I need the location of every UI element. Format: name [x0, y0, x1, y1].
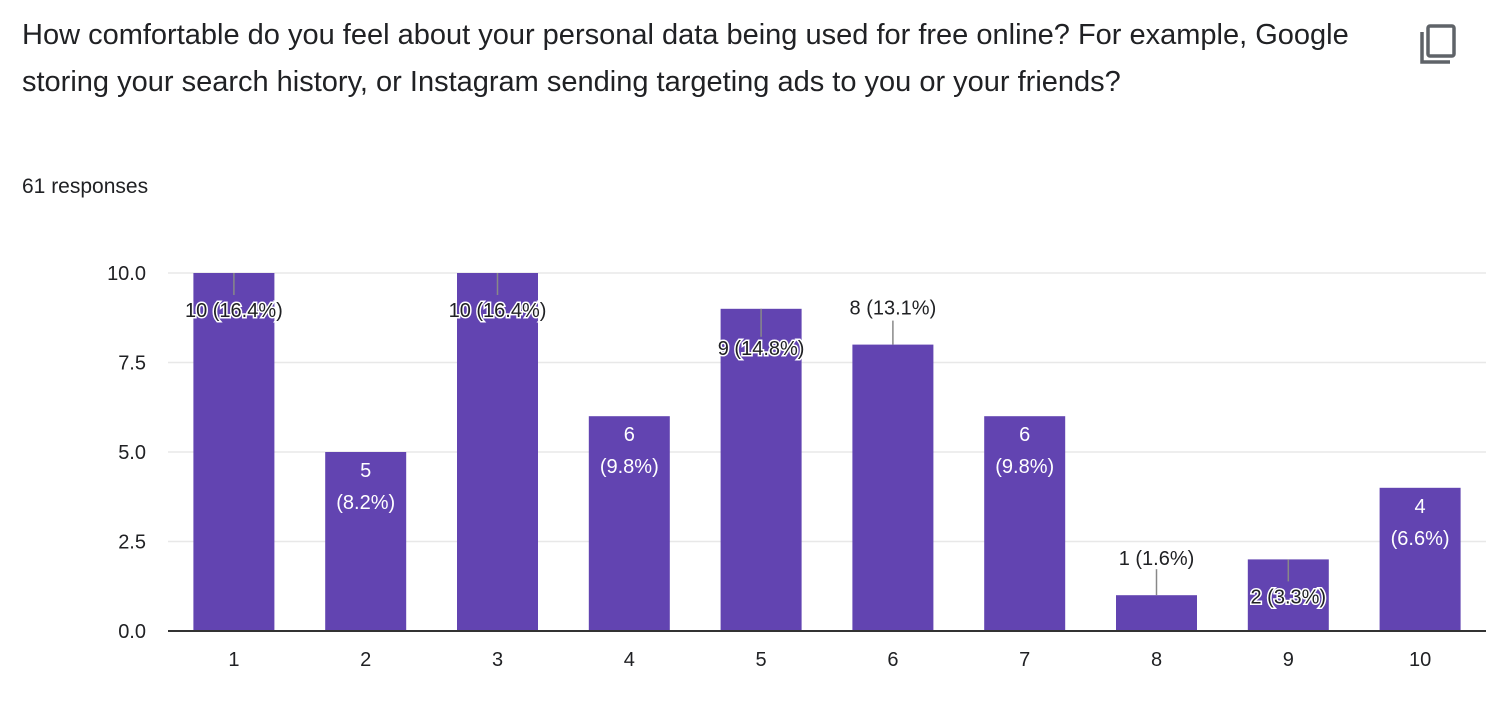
- x-tick-label: 4: [624, 649, 635, 671]
- data-label: 10 (16.4%): [185, 300, 283, 322]
- axes: 0.0 2.5 5.0 7.5 10.0 1 2 3 4 5 6 7 8 9 10: [107, 263, 1486, 671]
- data-label: 9 (14.8%): [718, 338, 805, 360]
- x-tick-label: 9: [1283, 649, 1294, 671]
- copy-chart-button[interactable]: [1410, 18, 1466, 74]
- bar[interactable]: [984, 416, 1066, 631]
- data-label: 2 (3.3%): [1251, 586, 1327, 608]
- data-label: 4 (6.6%): [1391, 496, 1450, 550]
- x-tick-label: 7: [1019, 649, 1030, 671]
- data-label: 6 (9.8%): [995, 424, 1054, 478]
- bar[interactable]: [325, 452, 407, 631]
- copy-icon: [1420, 24, 1456, 64]
- bar[interactable]: [852, 344, 934, 631]
- x-tick-label: 5: [756, 649, 767, 671]
- bar[interactable]: [1116, 595, 1197, 631]
- y-tick-label: 2.5: [118, 532, 146, 554]
- bar[interactable]: [588, 416, 670, 631]
- data-label: 8 (13.1%): [850, 298, 937, 320]
- x-tick-label: 10: [1409, 649, 1431, 671]
- bar[interactable]: [1379, 487, 1461, 631]
- data-label: 6 (9.8%): [600, 424, 659, 478]
- question-title: How comfortable do you feel about your p…: [22, 19, 1349, 98]
- y-tick-label: 0.0: [118, 621, 146, 643]
- y-tick-label: 10.0: [107, 263, 146, 285]
- y-tick-label: 7.5: [118, 353, 146, 375]
- x-tick-label: 6: [887, 649, 898, 671]
- data-label: 5 (8.2%): [336, 460, 395, 514]
- x-tick-label: 1: [228, 649, 239, 671]
- data-label: 1 (1.6%): [1119, 548, 1195, 570]
- bar[interactable]: [193, 273, 275, 631]
- bar[interactable]: [720, 308, 802, 631]
- bar[interactable]: [457, 273, 538, 631]
- y-tick-label: 5.0: [118, 442, 146, 464]
- bars: [193, 273, 1461, 631]
- x-tick-label: 3: [492, 649, 503, 671]
- data-label: 10 (16.4%): [449, 300, 547, 322]
- x-tick-label: 2: [360, 649, 371, 671]
- data-labels: 10 (16.4%) 5 (8.2%) 10 (16.4%) 6 (9.8%) 9 (14.…: [183, 273, 1450, 610]
- x-tick-label: 8: [1151, 649, 1162, 671]
- response-count: 61 responses: [22, 175, 149, 198]
